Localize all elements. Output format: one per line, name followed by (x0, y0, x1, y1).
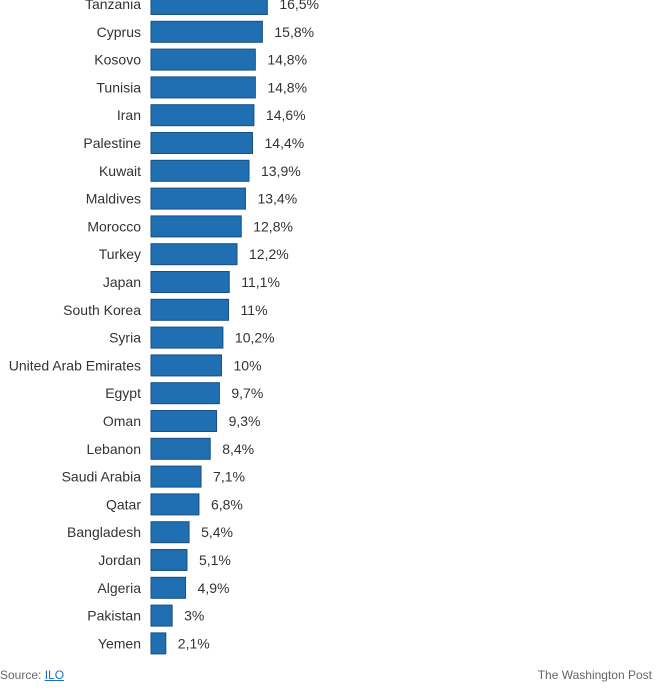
category-label: Lebanon (86, 441, 141, 457)
category-label: South Korea (63, 302, 141, 318)
value-label: 12,8% (253, 218, 293, 234)
bar (150, 410, 218, 432)
value-label: 9,3% (229, 413, 261, 429)
category-label: Tunisia (96, 79, 141, 95)
bar (150, 159, 250, 182)
value-label: 12,2% (249, 246, 289, 262)
bar (150, 48, 256, 71)
bar (150, 132, 254, 154)
bar (150, 465, 202, 488)
bar (150, 20, 263, 43)
value-label: 9,7% (231, 385, 263, 401)
value-label: 14,8% (267, 79, 307, 95)
category-label: Qatar (106, 496, 141, 512)
bar (150, 354, 222, 377)
bar (150, 104, 255, 127)
category-label: Bangladesh (67, 524, 141, 540)
category-label: Algeria (97, 580, 141, 596)
value-label: 16,5% (279, 0, 319, 12)
category-label: Palestine (83, 135, 141, 151)
bar (150, 215, 242, 238)
bar (150, 521, 190, 544)
bar (150, 437, 211, 460)
value-label: 13,9% (261, 163, 301, 179)
category-label: Turkey (99, 246, 141, 262)
value-label: 5,1% (199, 552, 231, 568)
value-label: 2,1% (178, 635, 210, 651)
source-link[interactable]: ILO (44, 668, 65, 682)
source-prefix: Source: (0, 668, 45, 682)
value-label: 7,1% (213, 469, 245, 485)
category-label: United Arab Emirates (9, 357, 141, 373)
category-label: Yemen (98, 635, 141, 651)
bar (150, 187, 246, 210)
bar (150, 493, 200, 516)
source-note: Source: ILO (0, 668, 64, 682)
value-label: 10% (234, 357, 262, 373)
category-label: Pakistan (87, 608, 141, 624)
category-label: Oman (103, 413, 141, 429)
value-label: 15,8% (274, 24, 314, 40)
category-label: Cyprus (97, 24, 141, 40)
bar (150, 604, 173, 627)
bar (150, 243, 238, 266)
value-label: 11% (241, 302, 268, 318)
category-label: Morocco (87, 218, 141, 234)
value-label: 5,4% (201, 524, 233, 540)
category-label: Iran (117, 107, 141, 123)
category-label: Kosovo (94, 52, 141, 68)
category-label: Syria (109, 330, 141, 346)
bar (150, 76, 256, 99)
value-label: 13,4% (257, 191, 297, 207)
credit-note: The Washington Post (537, 668, 652, 682)
value-label: 14,8% (267, 52, 307, 68)
category-label: Tanzania (85, 0, 141, 12)
bar (150, 632, 167, 655)
value-label: 6,8% (211, 496, 243, 512)
category-label: Maldives (86, 191, 141, 207)
value-label: 10,2% (235, 330, 275, 346)
category-label: Japan (103, 274, 141, 290)
category-label: Jordan (98, 552, 141, 568)
bar (150, 576, 187, 599)
value-label: 11,1% (241, 274, 280, 290)
bar (150, 0, 268, 15)
category-label: Egypt (105, 385, 141, 401)
category-label: Kuwait (99, 163, 141, 179)
bar (150, 382, 220, 405)
value-label: 8,4% (222, 441, 254, 457)
value-label: 14,4% (265, 135, 305, 151)
value-label: 14,6% (266, 107, 306, 123)
bars-layer: Tanzania 16,5% Cyprus 15,8% Kosovo 14,8% Tunis… (9, 0, 319, 655)
value-label: 4,9% (198, 580, 230, 596)
bar (150, 549, 188, 571)
bar (150, 326, 224, 349)
category-label: Saudi Arabia (62, 469, 142, 485)
value-label: 3% (184, 608, 204, 624)
bar (150, 271, 230, 293)
bar (150, 298, 230, 321)
